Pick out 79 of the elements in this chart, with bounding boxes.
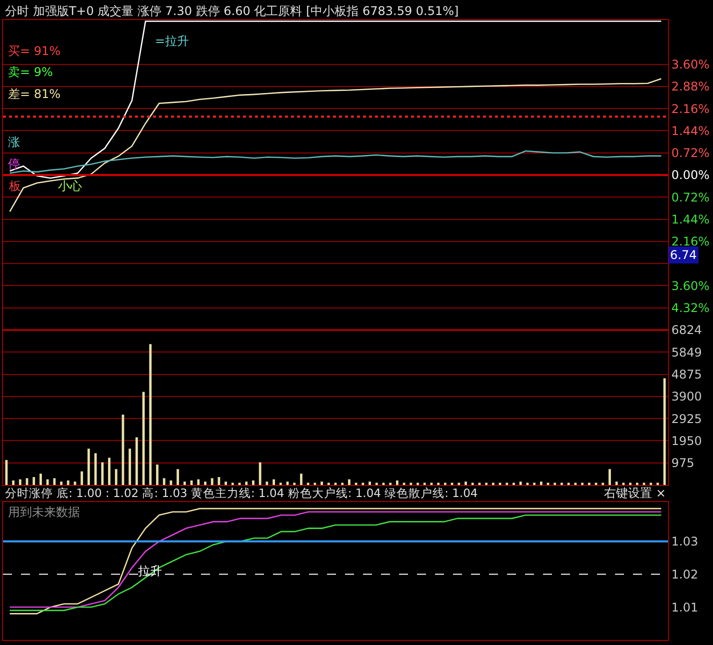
bar bbox=[368, 482, 371, 485]
bar bbox=[210, 478, 214, 485]
y-tick-label: 3900 bbox=[671, 390, 702, 404]
bar bbox=[108, 458, 110, 485]
bar bbox=[258, 462, 262, 485]
bar bbox=[348, 479, 350, 485]
y-tick-label: 3.60% bbox=[671, 57, 710, 72]
bar bbox=[162, 478, 166, 485]
y-tick-label: 0.72% bbox=[671, 190, 710, 204]
y-tick-label: 4875 bbox=[671, 367, 702, 382]
y-tick-label: 2.16% bbox=[671, 102, 710, 116]
y-tick-label: 1.44% bbox=[671, 212, 710, 226]
y-tick-label: 1.03 bbox=[671, 534, 698, 549]
y-tick-label: 975 bbox=[671, 456, 694, 470]
y-tick-label: 6824 bbox=[671, 323, 702, 338]
bar bbox=[32, 477, 36, 485]
bar bbox=[40, 474, 42, 485]
bar bbox=[266, 482, 268, 485]
bar bbox=[663, 378, 666, 485]
bar bbox=[615, 482, 618, 485]
annotation: 差= 81% bbox=[8, 87, 61, 101]
annotation: 卖= 9% bbox=[8, 65, 53, 79]
line-series bbox=[9, 20, 662, 179]
y-tick-label: 5849 bbox=[671, 345, 702, 360]
bar bbox=[608, 469, 611, 485]
annotation: 小心 bbox=[58, 179, 82, 193]
bar bbox=[5, 460, 8, 485]
annotation: 板 bbox=[8, 179, 21, 193]
bar bbox=[53, 478, 56, 485]
bar bbox=[320, 482, 323, 485]
bar bbox=[176, 469, 180, 485]
y-tick-label: 1.02 bbox=[671, 567, 698, 582]
bar bbox=[272, 479, 275, 485]
annotation: 停 bbox=[8, 157, 20, 171]
bar bbox=[519, 482, 522, 485]
bar bbox=[197, 479, 200, 485]
bar bbox=[94, 453, 97, 485]
bar bbox=[88, 448, 90, 485]
bar bbox=[252, 480, 254, 485]
y-tick-label: 3.60% bbox=[671, 278, 710, 293]
bar bbox=[156, 464, 158, 485]
y-tick-label: 1.44% bbox=[671, 124, 710, 138]
bar bbox=[204, 482, 206, 485]
y-tick-label: 1.01 bbox=[671, 600, 698, 614]
bar bbox=[396, 480, 398, 485]
bar bbox=[101, 462, 104, 485]
bar bbox=[66, 480, 70, 485]
bar bbox=[80, 471, 84, 485]
y-tick-label: 2925 bbox=[671, 412, 702, 426]
y-tick-label: 0.72% bbox=[671, 146, 710, 160]
y-tick-label: 2.88% bbox=[671, 80, 710, 94]
y-tick-label: 0.00% bbox=[671, 168, 710, 182]
y-tick-label: 4.32% bbox=[671, 301, 710, 316]
bar bbox=[245, 482, 248, 485]
line-series bbox=[9, 150, 662, 174]
text: 6.74 bbox=[670, 248, 697, 262]
bar bbox=[46, 479, 49, 485]
bar bbox=[183, 482, 186, 485]
bar bbox=[464, 482, 467, 485]
y-tick-label: 2.16% bbox=[671, 234, 710, 249]
text: 右键设置 × bbox=[604, 486, 666, 500]
annotation: 涨 bbox=[8, 135, 20, 149]
bar bbox=[114, 469, 118, 485]
bar bbox=[60, 482, 62, 485]
bar bbox=[12, 480, 14, 485]
y-tick-label: 1950 bbox=[671, 434, 702, 448]
chart-title: 分时 加强版T+0 成交量 涨停 7.30 跌停 6.60 化工原料 [中小板指 6783.59 0.51%] bbox=[5, 4, 459, 18]
annotation: 用到未来数据 bbox=[8, 505, 80, 519]
bar bbox=[149, 344, 152, 485]
line-series bbox=[9, 78, 662, 212]
bar bbox=[224, 482, 228, 485]
annotation: 买= 91% bbox=[8, 44, 61, 58]
bar bbox=[300, 474, 302, 485]
bar bbox=[18, 479, 22, 485]
bar bbox=[135, 437, 138, 485]
annotation: =拉升 bbox=[155, 34, 190, 48]
bar bbox=[128, 448, 132, 485]
chart-title: 分时涨停 底: 1.00 : 1.02 高: 1.03 黄色主力线: 1.04 粉色大户线: 1.04 绿色散户线: 1.04 bbox=[5, 486, 478, 500]
bar bbox=[540, 482, 542, 485]
